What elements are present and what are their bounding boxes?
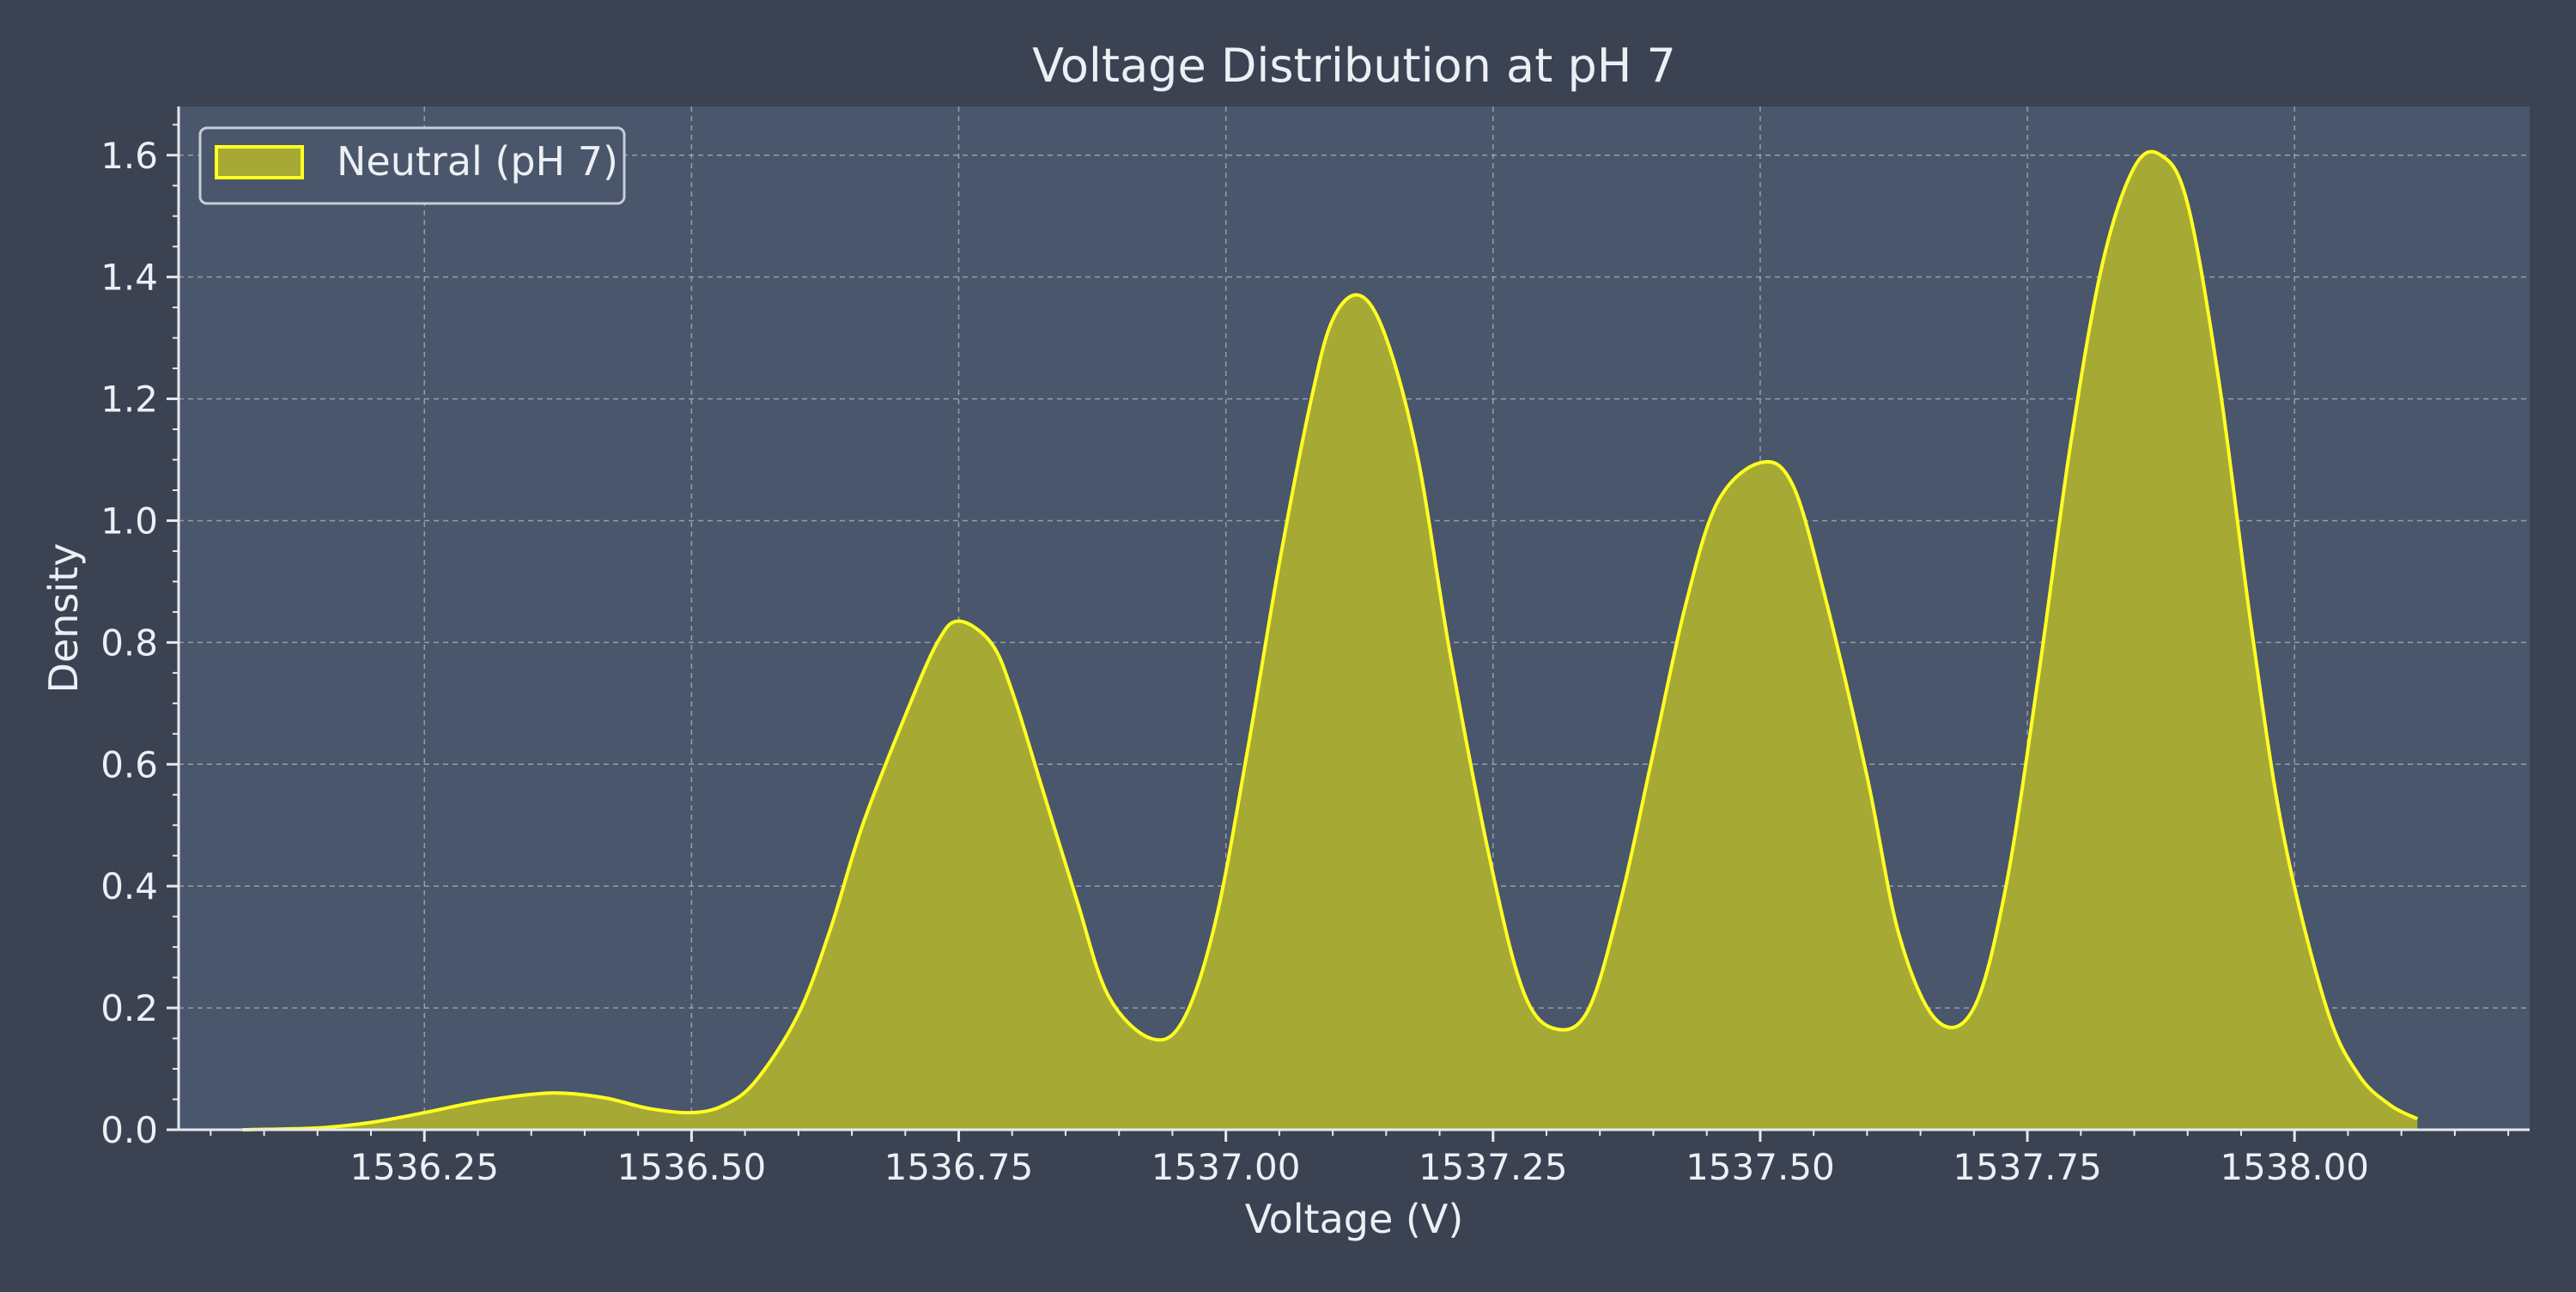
x-tick-label: 1537.75 — [1953, 1146, 2102, 1188]
legend-label: Neutral (pH 7) — [337, 138, 618, 185]
x-tick-label: 1537.00 — [1151, 1146, 1301, 1188]
y-tick-label: 0.2 — [100, 987, 158, 1029]
x-tick-label: 1538.00 — [2220, 1146, 2369, 1188]
chart-title: Voltage Distribution at pH 7 — [1032, 39, 1676, 93]
series-line — [242, 149, 2419, 1131]
x-tick-label: 1536.25 — [349, 1146, 499, 1188]
x-tick-label: 1537.25 — [1419, 1146, 1568, 1188]
y-tick-label: 1.6 — [100, 135, 158, 177]
y-tick-label: 0.6 — [100, 743, 158, 786]
y-tick-label: 1.2 — [100, 379, 158, 421]
x-tick-label: 1536.75 — [884, 1146, 1034, 1188]
y-tick-label: 0.4 — [100, 865, 158, 907]
series-layer — [242, 149, 2419, 1131]
tick-layer: 1536.25 1536.50 1536.75 1537.00 1537.25 1537.… — [100, 124, 2510, 1188]
y-tick-label: 0.8 — [100, 622, 158, 664]
legend: Neutral (pH 7) — [198, 126, 626, 205]
x-tick-label: 1536.50 — [617, 1146, 767, 1188]
y-tick-label: 0.0 — [100, 1109, 158, 1151]
legend-box — [198, 126, 626, 205]
legend-swatch — [215, 145, 304, 179]
y-tick-label: 1.0 — [100, 500, 158, 542]
y-tick-label: 1.4 — [100, 257, 158, 299]
series-area — [242, 151, 2418, 1130]
x-axis-label: Voltage (V) — [1245, 1196, 1464, 1242]
y-axis-label: Density — [40, 543, 87, 694]
x-tick-label: 1537.50 — [1686, 1146, 1835, 1188]
